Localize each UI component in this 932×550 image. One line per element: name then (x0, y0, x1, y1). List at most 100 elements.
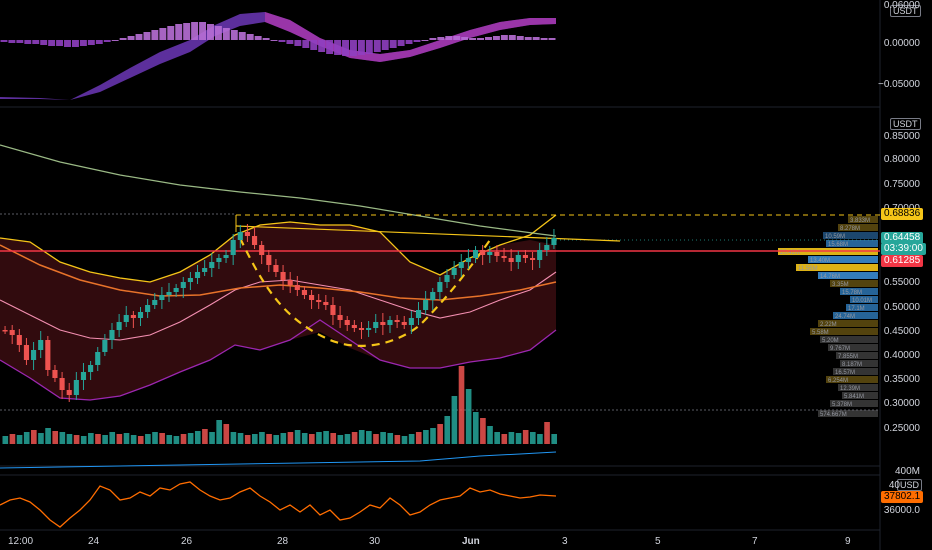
volume-profile-row: 3.35M (830, 280, 878, 288)
volume-profile-row: 6.254M (826, 376, 878, 384)
candle (251, 227, 258, 249)
volume-bar (145, 434, 151, 444)
histogram-bar (445, 36, 453, 40)
volume-bar (522, 430, 529, 444)
volume-bar (52, 431, 59, 444)
volume-bar (237, 433, 244, 444)
x-axis-label: 12:00 (8, 536, 34, 547)
volume-bar (259, 432, 265, 444)
volume-bar (301, 433, 308, 444)
candle (31, 342, 37, 370)
volume-profile-label: 14.76M (820, 274, 840, 280)
volume-bar (287, 432, 294, 444)
volume-profile-label: 5.58M (812, 330, 829, 336)
histogram-bar (413, 40, 421, 42)
price-tag-resistance: 0.61285 (881, 255, 924, 267)
candle (52, 365, 58, 382)
volume-bar (458, 366, 465, 444)
candle (287, 272, 293, 293)
histogram-bar (540, 38, 548, 40)
volume-profile-label: 9.767M (830, 346, 850, 352)
candle (202, 260, 208, 276)
candle (415, 302, 422, 325)
volume-profile-label: 12.39M (840, 386, 860, 392)
candle (209, 253, 215, 277)
volume-bar (80, 436, 87, 444)
histogram-bar (524, 37, 532, 40)
candle (102, 334, 108, 356)
x-axis-label: 9 (845, 536, 851, 547)
volume-profile-label: 11.56M (798, 266, 818, 272)
volume-profile-row: 11.56M (796, 264, 878, 272)
histogram-bar (0, 40, 8, 42)
histogram-bar (278, 40, 286, 42)
histogram-bar (32, 40, 40, 44)
volume-profile-label: 3.833M (850, 218, 870, 224)
volume-bar (173, 436, 180, 444)
volume-bar (394, 435, 401, 444)
histogram-bar (143, 32, 151, 40)
candle (294, 276, 300, 296)
histogram-bar (469, 38, 477, 40)
volume-bar (380, 432, 386, 444)
volume-bar (501, 434, 508, 444)
price-tick: 0.55000 (883, 277, 920, 288)
volume-profile-row: 20.42M (778, 248, 878, 256)
x-axis-label: Jun (462, 536, 480, 547)
histogram-bar (461, 37, 469, 40)
histogram-bar (119, 38, 127, 40)
candle (387, 316, 393, 333)
volume-bar (209, 432, 215, 444)
price-unit-tag[interactable]: USDT (890, 118, 921, 130)
volume-bar (223, 424, 230, 444)
candle (522, 250, 528, 263)
candle (280, 265, 286, 290)
bollinger-basis (0, 271, 557, 341)
histogram-bar (207, 24, 214, 40)
candle (394, 315, 400, 328)
histogram-bar (477, 38, 485, 40)
histogram-bar (485, 37, 492, 40)
volume-bar (358, 430, 365, 444)
candle (501, 248, 507, 262)
candle (95, 347, 101, 371)
volume-bar (366, 431, 372, 444)
histogram-bar (95, 40, 103, 44)
volume-bar (88, 433, 94, 444)
indicator-unit-tag[interactable]: USDT (890, 5, 921, 17)
volume-bar (166, 435, 173, 444)
candle (16, 329, 22, 352)
countdown-tag: 03:39:00 (881, 243, 926, 255)
candle (159, 287, 165, 309)
volume-bar (508, 432, 515, 444)
histogram-bar (238, 32, 246, 40)
volume-profile-label: 10.01M (852, 298, 872, 304)
volume-bars (2, 366, 557, 444)
candle (465, 249, 471, 269)
candle (309, 290, 315, 309)
candle (194, 265, 201, 284)
histogram-bar (262, 38, 270, 40)
candle (537, 243, 543, 268)
bollinger-upper-band (0, 214, 557, 283)
histogram-bar (342, 40, 349, 56)
histogram-bar (405, 40, 413, 44)
volume-bar (430, 428, 436, 444)
volume-bar (216, 420, 222, 444)
volume-bar (316, 432, 322, 444)
volume-profile-label: 15.68M (828, 242, 848, 248)
x-axis-label: 30 (369, 536, 381, 547)
histogram-bar (71, 40, 79, 47)
histogram-bar (516, 36, 524, 40)
volume-profile-label: 15.78M (842, 290, 862, 296)
oscillator-value-tag: 37802.1 (881, 491, 924, 503)
volume-bar (244, 435, 251, 444)
histogram-bar (357, 40, 365, 55)
volume-bar (373, 434, 379, 444)
volume-bar (123, 433, 130, 444)
volume-bar (537, 434, 543, 444)
oscillator-unit-tag[interactable]: USD (897, 479, 923, 491)
histogram-bar (127, 36, 135, 40)
histogram-bar (191, 22, 199, 40)
